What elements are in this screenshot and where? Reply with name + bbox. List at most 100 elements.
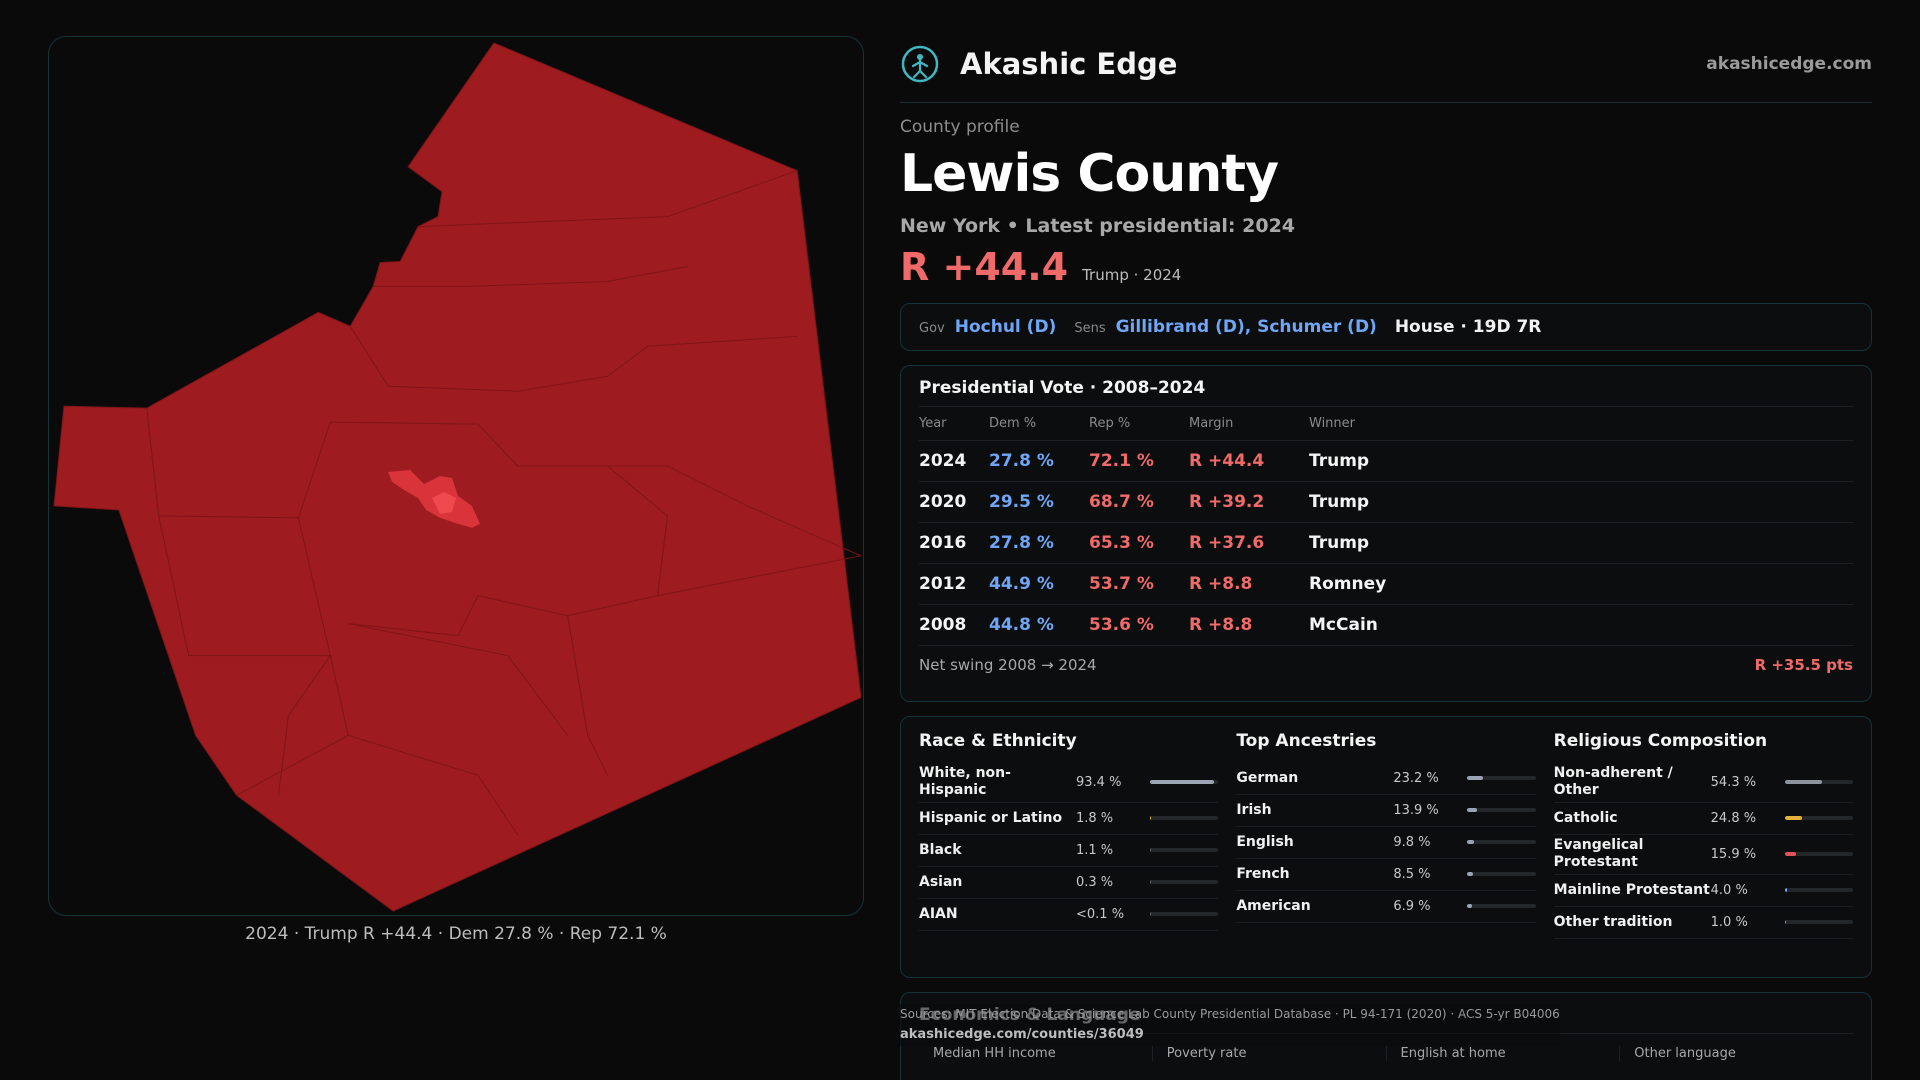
senators-link[interactable]: Gillibrand (D), Schumer (D) bbox=[1115, 316, 1377, 337]
ancestry-name: English bbox=[1236, 833, 1294, 850]
ancestry-name: German bbox=[1236, 769, 1299, 786]
religion-bar bbox=[1784, 920, 1853, 925]
county-url-link[interactable]: akashicedge.com/counties/36049 bbox=[900, 1027, 1144, 1043]
cell-rep: 72.1 % bbox=[1089, 440, 1189, 483]
ancestry-bar-fill bbox=[1467, 872, 1474, 877]
town-border bbox=[657, 555, 862, 597]
eyebrow: County profile bbox=[900, 117, 1020, 137]
ancestry-percent: 13.9 % bbox=[1393, 802, 1439, 818]
cell-winner: Trump bbox=[1309, 522, 1853, 565]
gov-label: Gov bbox=[919, 321, 945, 337]
subtitle: New York • Latest presidential: 2024 bbox=[900, 214, 1296, 237]
religion-bar bbox=[1784, 780, 1853, 785]
table-row: 2008 44.8 % 53.6 % R +8.8 McCain bbox=[919, 604, 1853, 647]
race-percent: 1.1 % bbox=[1076, 842, 1114, 858]
cell-dem: 29.5 % bbox=[989, 481, 1089, 524]
ancestry-percent: 9.8 % bbox=[1393, 834, 1431, 850]
county-profile: Akashic Edge akashicedge.com County prof… bbox=[900, 36, 1872, 1080]
race-name: AIAN bbox=[919, 905, 958, 922]
race-ethnicity-section: Race & Ethnicity White, non-Hispanic 93.4… bbox=[919, 731, 1219, 963]
race-bar bbox=[1150, 880, 1219, 885]
ancestry-bar bbox=[1467, 840, 1536, 845]
town-border bbox=[567, 615, 609, 776]
town-border bbox=[418, 170, 798, 228]
brand-name[interactable]: Akashic Edge bbox=[960, 47, 1178, 81]
race-bar-fill bbox=[1150, 880, 1152, 885]
akashic-logo-icon[interactable] bbox=[900, 44, 940, 84]
town-border bbox=[318, 311, 648, 392]
cell-rep: 65.3 % bbox=[1089, 522, 1189, 565]
governor-link[interactable]: Hochul (D) bbox=[954, 316, 1057, 337]
divider bbox=[900, 102, 1872, 103]
race-name: White, non-Hispanic bbox=[919, 764, 1011, 799]
economics-cell: Median HH income bbox=[933, 1045, 1056, 1061]
cell-margin: R +8.8 bbox=[1189, 604, 1309, 647]
county-shape[interactable] bbox=[53, 42, 862, 912]
net-swing-label: Net swing 2008 → 2024 bbox=[919, 656, 1097, 675]
table-header-row: Year Dem % Rep % Margin Winner bbox=[919, 406, 1853, 442]
religion-name: Non-adherent / Other bbox=[1553, 764, 1673, 799]
urban-core[interactable] bbox=[432, 491, 456, 514]
race-percent: 1.8 % bbox=[1076, 810, 1114, 826]
race-row: White, non-Hispanic 93.4 % bbox=[919, 763, 1219, 803]
religion-row: Catholic 24.8 % bbox=[1553, 803, 1853, 835]
religion-percent: 1.0 % bbox=[1710, 914, 1748, 930]
cell-margin: R +8.8 bbox=[1189, 563, 1309, 606]
ancestry-row: French 8.5 % bbox=[1236, 859, 1536, 891]
ancestry-row: German 23.2 % bbox=[1236, 763, 1536, 795]
town-border bbox=[373, 265, 688, 287]
col-dem: Dem % bbox=[989, 406, 1089, 442]
town-border bbox=[329, 655, 519, 836]
economics-cells: Median HH income Poverty rate English at h… bbox=[919, 1045, 1853, 1061]
county-map[interactable] bbox=[48, 36, 864, 916]
table-row: 2020 29.5 % 68.7 % R +39.2 Trump bbox=[919, 481, 1853, 524]
religion-list: Non-adherent / Other 54.3 % Catholic 24.8 %… bbox=[1553, 763, 1853, 939]
brand-bar: Akashic Edge akashicedge.com bbox=[900, 36, 1872, 92]
col-margin: Margin bbox=[1189, 406, 1309, 442]
source-footer: Sources: MIT Election Data & Science Lab… bbox=[900, 1004, 1560, 1047]
margin-value: R +44.4 bbox=[900, 244, 1069, 289]
ancestry-percent: 8.5 % bbox=[1393, 866, 1431, 882]
race-name: Hispanic or Latino bbox=[919, 809, 1063, 826]
presidential-rows: 2024 27.8 % 72.1 % R +44.4 Trump 2020 29.5 % 68… bbox=[919, 440, 1853, 647]
ancestry-bar-fill bbox=[1467, 904, 1473, 909]
religion-bar-fill bbox=[1784, 780, 1822, 785]
religion-name: Other tradition bbox=[1553, 913, 1673, 930]
race-bar-fill bbox=[1150, 816, 1152, 821]
race-bar-fill bbox=[1150, 848, 1152, 853]
cell-dem: 27.8 % bbox=[989, 522, 1089, 565]
religion-bar-fill bbox=[1784, 852, 1796, 857]
religion-percent: 4.0 % bbox=[1710, 882, 1748, 898]
col-rep: Rep % bbox=[1089, 406, 1189, 442]
cell-margin: R +37.6 bbox=[1189, 522, 1309, 565]
ancestry-bar-fill bbox=[1467, 808, 1477, 813]
religion-row: Other tradition 1.0 % bbox=[1553, 907, 1853, 939]
ancestry-name: French bbox=[1236, 865, 1290, 882]
race-bar bbox=[1150, 816, 1219, 821]
religion-title: Religious Composition bbox=[1553, 730, 1768, 751]
house-delegation: House · 19D 7R bbox=[1394, 316, 1542, 337]
ancestry-title: Top Ancestries bbox=[1236, 730, 1377, 751]
religion-row: Mainline Protestant 4.0 % bbox=[1553, 875, 1853, 907]
cell-year: 2016 bbox=[919, 522, 989, 565]
col-winner: Winner bbox=[1309, 406, 1853, 442]
cell-margin: R +39.2 bbox=[1189, 481, 1309, 524]
ancestry-name: Irish bbox=[1236, 801, 1272, 818]
demographics-card: Race & Ethnicity White, non-Hispanic 93.4… bbox=[900, 715, 1872, 978]
brand-url-link[interactable]: akashicedge.com bbox=[1706, 54, 1872, 74]
cell-dem: 44.8 % bbox=[989, 604, 1089, 647]
town-border bbox=[667, 465, 862, 557]
cell-winner: Trump bbox=[1309, 481, 1853, 524]
town-border bbox=[647, 335, 798, 347]
race-row: Black 1.1 % bbox=[919, 835, 1219, 867]
ancestry-name: American bbox=[1236, 897, 1311, 914]
net-swing-value: R +35.5 pts bbox=[1754, 656, 1853, 675]
town-borders bbox=[146, 170, 862, 836]
race-bar bbox=[1150, 912, 1219, 917]
cell-year: 2012 bbox=[919, 563, 989, 606]
sens-label: Sens bbox=[1074, 321, 1106, 337]
ancestry-percent: 6.9 % bbox=[1393, 898, 1431, 914]
economics-cell: Poverty rate bbox=[1151, 1045, 1386, 1061]
religion-name: Mainline Protestant bbox=[1553, 881, 1710, 898]
religion-percent: 15.9 % bbox=[1710, 846, 1757, 862]
